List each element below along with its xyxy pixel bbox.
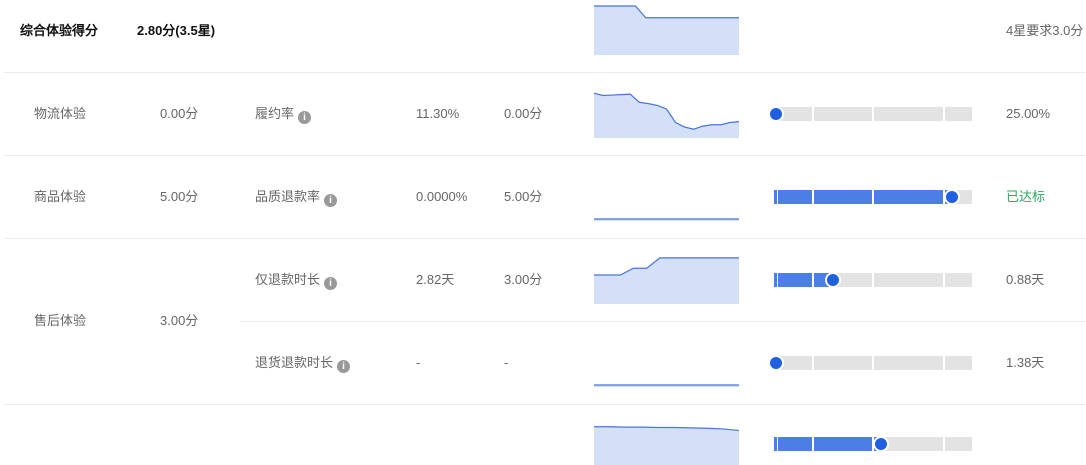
info-icon[interactable]: i (298, 111, 312, 124)
progress-marker (944, 189, 961, 205)
progress-segment (945, 107, 972, 121)
metric-progress-bar (774, 189, 972, 205)
metric-name: 履约率 i (255, 106, 312, 124)
metric-value: 2.82天 (416, 272, 455, 287)
metric-progress-bar (774, 436, 972, 452)
metric-progress-bar (768, 106, 972, 122)
info-icon[interactable]: i (324, 194, 338, 207)
progress-segment (945, 356, 972, 370)
metric-target: 1.38天 (1006, 355, 1045, 370)
trend-line (594, 92, 739, 130)
metric-progress-bar (768, 355, 972, 371)
summary-trend-chart (594, 5, 739, 55)
progress-segment (814, 437, 872, 451)
summary-label: 综合体验得分 (20, 23, 99, 38)
summary-score: 2.80分(3.5星) (137, 23, 216, 38)
progress-marker (825, 272, 842, 288)
progress-segment (778, 107, 812, 121)
category-score: 3.00分 (160, 313, 199, 328)
metric-score: 0.00分 (504, 106, 543, 121)
metric-trend-chart (594, 218, 739, 221)
trend-area (594, 93, 739, 138)
progress-segment (774, 437, 777, 451)
trend-area (594, 6, 739, 55)
progress-segment (945, 273, 972, 287)
metric-trend-chart (594, 92, 739, 138)
metric-name: 品质退款率 i (255, 189, 338, 207)
progress-segment (774, 273, 777, 287)
progress-segment (814, 356, 872, 370)
metric-name: 仅退款时长 i (255, 272, 338, 290)
metric-target: 0.88天 (1006, 272, 1045, 287)
category-name: 商品体验 (34, 189, 87, 204)
metric-score: - (504, 355, 509, 370)
trend-area (594, 426, 739, 465)
category-name: 售后体验 (34, 313, 87, 328)
progress-marker (872, 436, 889, 452)
metric-trend-chart (594, 384, 739, 387)
metric-trend-chart (594, 257, 739, 304)
progress-segment (774, 190, 777, 204)
progress-segment (814, 107, 872, 121)
metric-name: 退货退款时长 i (255, 355, 351, 373)
metric-progress-bar (774, 272, 972, 288)
info-icon[interactable]: i (337, 360, 351, 373)
category-name: 物流体验 (34, 106, 87, 121)
metric-score: 5.00分 (504, 189, 543, 204)
metric-target: 已达标 (1006, 189, 1046, 204)
progress-segment (874, 190, 943, 204)
progress-segment (874, 107, 943, 121)
progress-segment (874, 356, 943, 370)
progress-segment (814, 273, 872, 287)
progress-segment (814, 190, 872, 204)
metric-target: 25.00% (1006, 106, 1051, 121)
metric-score: 3.00分 (504, 272, 543, 287)
category-score: 0.00分 (160, 106, 199, 121)
summary-target: 4星要求3.0分 (1006, 23, 1084, 38)
progress-segment (778, 356, 812, 370)
progress-segment (778, 273, 812, 287)
trend-line (594, 257, 739, 276)
trend-line (594, 5, 739, 19)
metric-value: - (416, 355, 421, 370)
progress-marker (768, 106, 784, 122)
progress-segment (945, 437, 972, 451)
info-icon[interactable]: i (324, 277, 338, 290)
metric-trend-chart (594, 426, 739, 465)
trend-area (594, 257, 739, 304)
progress-segment (778, 190, 812, 204)
summary-row: 综合体验得分 2.80分(3.5星) 4星要求3.0分 (0, 0, 1086, 72)
progress-segment (874, 273, 943, 287)
progress-marker (768, 355, 784, 371)
metric-value: 11.30% (416, 106, 460, 121)
trend-line (594, 426, 739, 432)
progress-segment (778, 437, 812, 451)
category-score: 5.00分 (160, 189, 199, 204)
metric-value: 0.0000% (416, 189, 468, 204)
